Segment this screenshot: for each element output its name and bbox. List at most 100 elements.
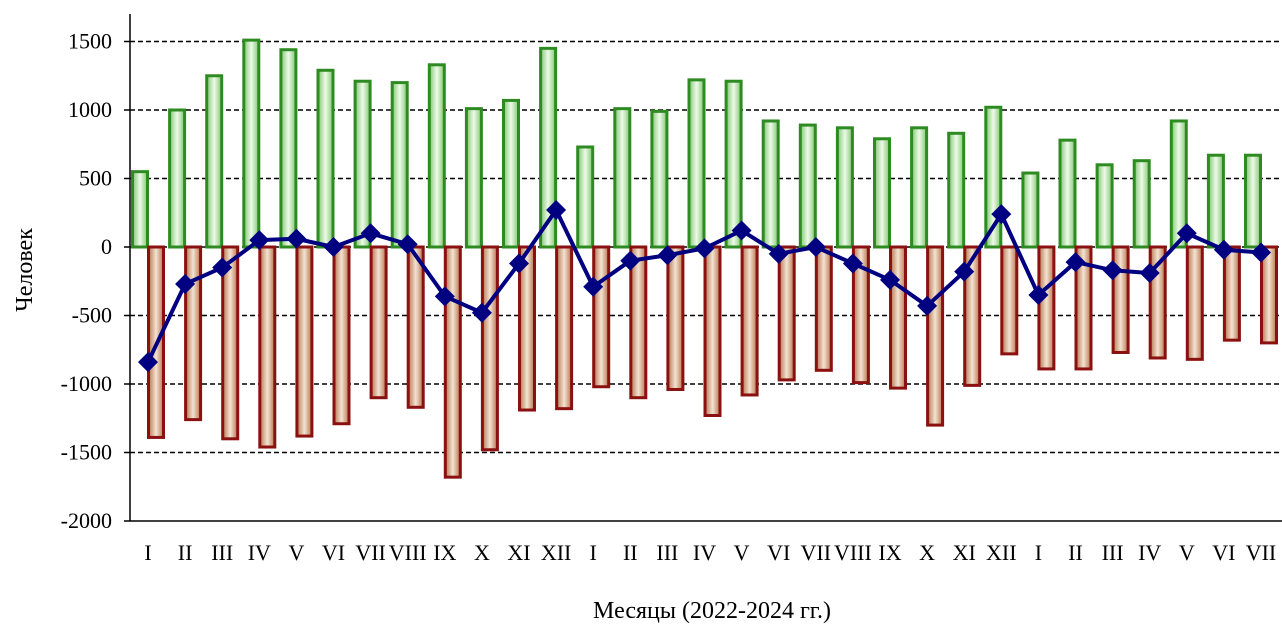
positive-bar (1132, 159, 1151, 249)
x-tick-label: XII (541, 540, 572, 565)
x-tick-label: II (623, 540, 638, 565)
x-tick-label: X (474, 540, 490, 565)
positive-bar (1244, 153, 1262, 249)
positive-bar (353, 79, 372, 249)
x-tick-label: VI (767, 540, 790, 565)
y-tick-label: 1000 (68, 97, 112, 122)
positive-bar (242, 38, 261, 249)
balance-point (1028, 284, 1049, 305)
x-tick-label: VIII (389, 540, 427, 565)
y-tick-label: -2000 (61, 508, 112, 533)
balance-point (620, 250, 641, 271)
x-tick-label: V (1179, 540, 1195, 565)
negative-bar (184, 245, 203, 422)
negative-bar (369, 245, 388, 400)
x-tick-label: IX (433, 540, 456, 565)
balance-point (1213, 239, 1234, 260)
balance-point (731, 220, 752, 241)
x-tick-label: II (1068, 540, 1083, 565)
x-tick-label: V (288, 540, 304, 565)
balance-point (286, 228, 307, 249)
negative-bar (480, 245, 499, 452)
balance-line (138, 200, 1271, 373)
y-axis-title: Человек (12, 228, 38, 312)
negative-bar (851, 245, 870, 385)
x-tick-label: X (919, 540, 935, 565)
positive-bar (1206, 153, 1225, 249)
positive-bar (316, 68, 335, 249)
balance-point (1139, 263, 1160, 284)
x-axis-title: Месяцы (2022-2024 гг.) (593, 598, 831, 624)
negative-bar (406, 245, 425, 409)
balance-point (768, 243, 789, 264)
negative-bar (443, 245, 462, 479)
balance-point (1176, 223, 1197, 244)
negative-bar (1260, 245, 1278, 345)
axes (129, 14, 1282, 522)
negative-bar (629, 245, 648, 400)
balance-point (842, 253, 863, 274)
positive-bar (873, 137, 891, 249)
x-tick-label: I (1035, 540, 1042, 565)
x-tick-label: VIII (834, 540, 872, 565)
balance-point (360, 223, 381, 244)
balance-point (249, 230, 270, 251)
balance-point (434, 286, 455, 307)
negative-bar (889, 245, 907, 390)
x-tick-label: I (144, 540, 151, 565)
balance-point (1102, 260, 1123, 281)
x-tick-label: IV (248, 540, 271, 565)
negative-bar (1074, 245, 1093, 371)
balance-point (212, 257, 233, 278)
positive-bar (835, 126, 854, 249)
negative-bar (1037, 245, 1056, 371)
negative-bar (1185, 245, 1204, 361)
balance-point (138, 352, 158, 373)
balance-point (917, 295, 938, 316)
balance-point (880, 269, 900, 290)
y-tick-label: -1000 (61, 371, 112, 396)
balance-point (323, 237, 344, 257)
positive-bar (687, 78, 706, 249)
balance-point (1251, 242, 1271, 263)
x-tick-label: V (734, 540, 750, 565)
y-tick-labels: 1500 1000 500 0 -500 -1000 -1500 -2000 (61, 29, 130, 533)
positive-bar (390, 81, 409, 249)
negative-bar (1000, 245, 1019, 356)
negative-bar (814, 245, 833, 372)
positive-bar (650, 109, 669, 249)
balance-point (175, 273, 196, 294)
balance-point (991, 204, 1012, 225)
negative-bar (295, 245, 314, 438)
y-tick-label: 500 (79, 166, 112, 191)
positive-bar (724, 79, 743, 249)
negative-bar (221, 245, 240, 441)
positive-bar (761, 119, 780, 249)
positive-bar (798, 123, 817, 249)
x-tick-label: VI (322, 540, 345, 565)
balance-point (657, 245, 678, 266)
x-tick-label: XI (507, 540, 530, 565)
x-tick-label: III (656, 540, 678, 565)
negative-bar (666, 245, 685, 391)
balance-point (509, 253, 529, 274)
y-tick-label: 1500 (68, 29, 112, 54)
balance-point (954, 261, 975, 282)
bars (131, 38, 1278, 479)
x-tick-label: III (1102, 540, 1124, 565)
negative-bar (1222, 245, 1241, 342)
x-tick-label: IV (693, 540, 716, 565)
x-tick-label: VII (801, 540, 832, 565)
negative-bar (740, 245, 759, 397)
x-tick-label: VII (355, 540, 386, 565)
x-tick-label: IV (1138, 540, 1161, 565)
positive-bar (1058, 138, 1077, 249)
positive-bar (910, 126, 929, 249)
negative-bar (777, 245, 796, 382)
balance-point (805, 237, 826, 257)
positive-bar (613, 107, 632, 249)
negative-bar (332, 245, 351, 426)
x-tick-label: IX (878, 540, 901, 565)
x-tick-label: VII (1246, 540, 1277, 565)
